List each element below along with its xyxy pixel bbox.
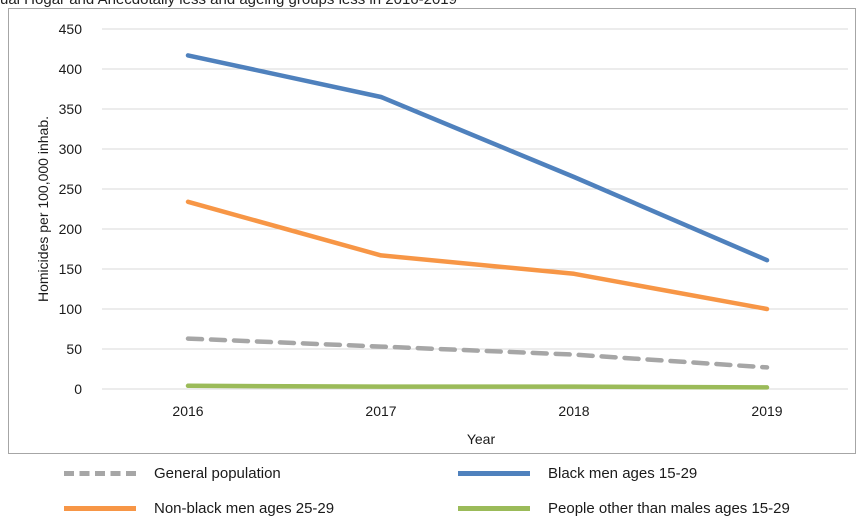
y-tick-label: 250: [59, 181, 83, 197]
y-tick-label: 150: [59, 261, 83, 277]
x-tick-label: 2017: [365, 403, 396, 419]
x-tick-labels: 2016 2017 2018 2019: [172, 403, 782, 419]
y-tick-label: 100: [59, 301, 83, 317]
chart-area: [8, 8, 856, 454]
y-tick-label: 400: [59, 61, 83, 77]
x-tick-label: 2019: [751, 403, 782, 419]
gridlines: [102, 28, 848, 390]
y-tick-label: 450: [59, 21, 83, 37]
series-line: [185, 199, 770, 312]
chart-title: ual Hogar and Anecdotally less and agein…: [0, 0, 864, 9]
y-axis-title: Homicides per 100,000 inhab.: [35, 116, 51, 302]
y-tick-label: 0: [74, 381, 82, 397]
x-axis-title: Year: [467, 431, 496, 447]
y-tick-label: 300: [59, 141, 83, 157]
y-tick-label: 350: [59, 101, 83, 117]
series-line: [185, 383, 770, 390]
series-line: [185, 336, 770, 370]
x-tick-label: 2016: [172, 403, 203, 419]
x-tick-label: 2018: [558, 403, 589, 419]
y-tick-label: 200: [59, 221, 83, 237]
series-lines: [185, 53, 770, 390]
y-tick-labels: 0 50 100 150 200 250 300 350 400 450: [59, 21, 83, 397]
y-tick-label: 50: [66, 341, 82, 357]
series-line: [185, 53, 770, 263]
